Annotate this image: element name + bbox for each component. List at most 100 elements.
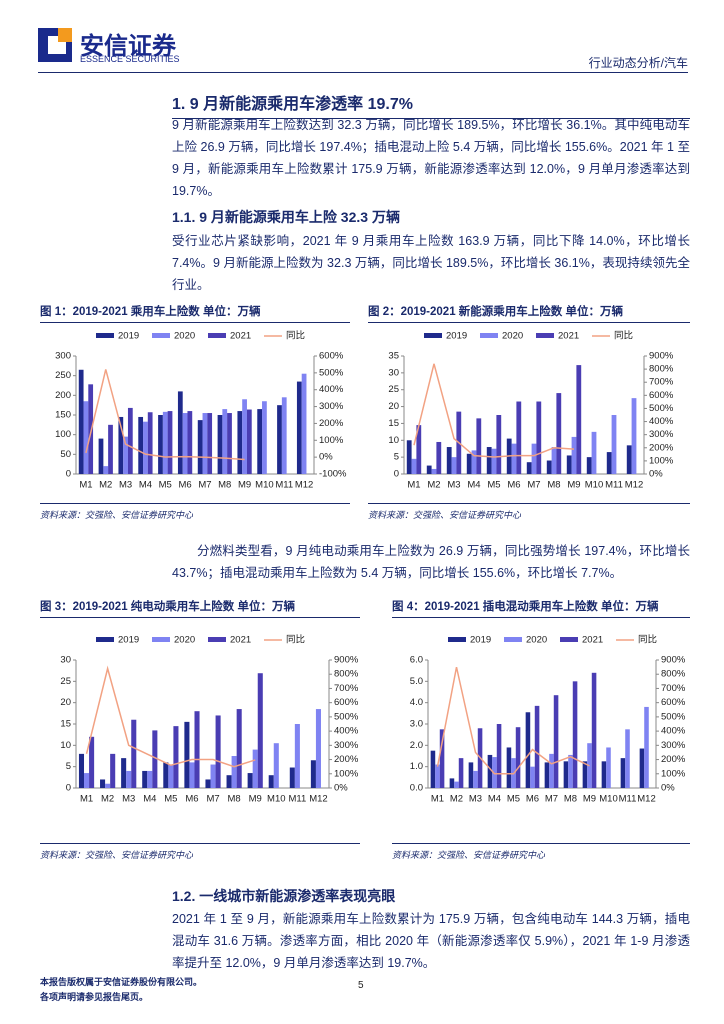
y-tick-label: 6.0 bbox=[410, 655, 423, 666]
legend-label: 同比 bbox=[286, 634, 305, 646]
x-tick-label: M4 bbox=[143, 794, 156, 805]
legend-label: 2019 bbox=[470, 635, 491, 646]
bar bbox=[436, 441, 442, 474]
legend-label: 同比 bbox=[286, 330, 305, 342]
y2-tick-label: 700% bbox=[334, 683, 359, 694]
y-tick-label: 5.0 bbox=[410, 676, 423, 687]
y2-tick-label: 600% bbox=[319, 351, 344, 362]
figure-caption: 图 1：2019-2021 乘用车上险数 单位：万辆 bbox=[40, 303, 350, 323]
bar bbox=[620, 758, 626, 788]
bar bbox=[644, 706, 649, 788]
bar bbox=[492, 757, 497, 788]
x-tick-label: M3 bbox=[122, 794, 135, 805]
footer-line: 各项声明请参见报告尾页。 bbox=[40, 992, 149, 1002]
bar bbox=[84, 773, 90, 788]
y2-tick-label: 800% bbox=[334, 669, 359, 680]
y2-tick-label: 300% bbox=[319, 401, 344, 412]
bar bbox=[516, 401, 522, 474]
figure-caption: 图 3：2019-2021 纯电动乘用车上险数 单位：万辆 bbox=[40, 598, 360, 618]
bar bbox=[544, 762, 550, 788]
bar bbox=[487, 754, 493, 788]
bar bbox=[252, 749, 258, 788]
bar bbox=[431, 468, 437, 474]
bar bbox=[197, 420, 203, 474]
bar bbox=[289, 767, 295, 788]
bar bbox=[606, 452, 612, 474]
bar bbox=[449, 778, 455, 788]
bar bbox=[430, 750, 436, 788]
legend-swatch bbox=[536, 333, 554, 338]
legend-label: 2020 bbox=[526, 635, 547, 646]
bar bbox=[236, 709, 242, 788]
bar bbox=[473, 770, 478, 788]
x-tick-label: M9 bbox=[238, 480, 251, 491]
x-tick-label: M5 bbox=[487, 480, 500, 491]
chart: 0.0 1.0 2.0 3.0 4.0 5.0 6.0 0% 100% 200% 300% 400% 5… bbox=[410, 634, 686, 805]
bar bbox=[123, 436, 128, 474]
bar bbox=[549, 753, 554, 788]
bar bbox=[143, 421, 148, 474]
y-tick-label: 5 bbox=[394, 452, 399, 463]
y-tick-label: 25 bbox=[388, 384, 399, 395]
line-series bbox=[85, 665, 256, 768]
bar bbox=[525, 712, 531, 788]
legend-label: 2021 bbox=[230, 635, 251, 646]
bar bbox=[247, 773, 253, 788]
bar bbox=[78, 369, 84, 474]
bar bbox=[131, 719, 137, 788]
line-series bbox=[85, 369, 245, 461]
y2-tick-label: 700% bbox=[661, 683, 686, 694]
y2-tick-label: 600% bbox=[649, 390, 674, 401]
x-tick-label: M8 bbox=[218, 480, 231, 491]
bar bbox=[601, 761, 607, 788]
y-tick-label: 200 bbox=[55, 390, 71, 401]
x-tick-label: M2 bbox=[450, 794, 463, 805]
legend-swatch bbox=[208, 637, 226, 642]
legend-label: 同比 bbox=[638, 634, 657, 646]
bar bbox=[296, 381, 302, 474]
x-tick-label: M11 bbox=[275, 480, 293, 491]
heading: 1.1. 9 月新能源乘用车上险 32.3 万辆 bbox=[172, 209, 400, 225]
source: 资料来源：交强险、安信证券研究中心 bbox=[40, 843, 360, 861]
line-series bbox=[436, 666, 590, 775]
x-tick-label: M6 bbox=[178, 480, 191, 491]
bar bbox=[515, 727, 521, 788]
y2-tick-label: 0% bbox=[661, 783, 675, 794]
y-tick-label: 30 bbox=[60, 655, 71, 666]
bar bbox=[486, 447, 492, 474]
bar bbox=[301, 373, 307, 474]
x-tick-label: M9 bbox=[567, 480, 580, 491]
x-tick-label: M6 bbox=[526, 794, 539, 805]
y2-tick-label: 0% bbox=[334, 783, 348, 794]
legend-label: 2019 bbox=[118, 331, 139, 342]
y2-tick-label: 100% bbox=[319, 435, 344, 446]
x-tick-label: M10 bbox=[585, 480, 603, 491]
y-tick-label: 20 bbox=[388, 401, 399, 412]
legend-label: 2021 bbox=[230, 331, 251, 342]
x-tick-label: M5 bbox=[159, 480, 172, 491]
x-tick-label: M12 bbox=[309, 794, 327, 805]
bar bbox=[439, 729, 445, 788]
bar bbox=[78, 753, 85, 788]
bar bbox=[121, 758, 127, 788]
y2-tick-label: 600% bbox=[334, 697, 359, 708]
bar bbox=[551, 447, 557, 474]
y-tick-label: 15 bbox=[60, 719, 71, 730]
source: 资料来源：交强险、安信证券研究中心 bbox=[392, 843, 690, 861]
bar bbox=[217, 415, 223, 474]
bar bbox=[639, 748, 645, 788]
bar bbox=[530, 766, 535, 788]
y2-tick-label: 200% bbox=[334, 754, 359, 765]
bar bbox=[257, 409, 263, 474]
legend-swatch bbox=[96, 637, 114, 642]
x-tick-label: M9 bbox=[583, 794, 596, 805]
bar bbox=[506, 747, 512, 788]
y-tick-label: 3.0 bbox=[410, 719, 423, 730]
y-tick-label: 10 bbox=[388, 435, 399, 446]
bar bbox=[168, 764, 174, 788]
x-tick-label: M4 bbox=[467, 480, 480, 491]
bar bbox=[83, 401, 89, 474]
bar bbox=[435, 764, 440, 788]
y2-tick-label: 100% bbox=[649, 455, 674, 466]
